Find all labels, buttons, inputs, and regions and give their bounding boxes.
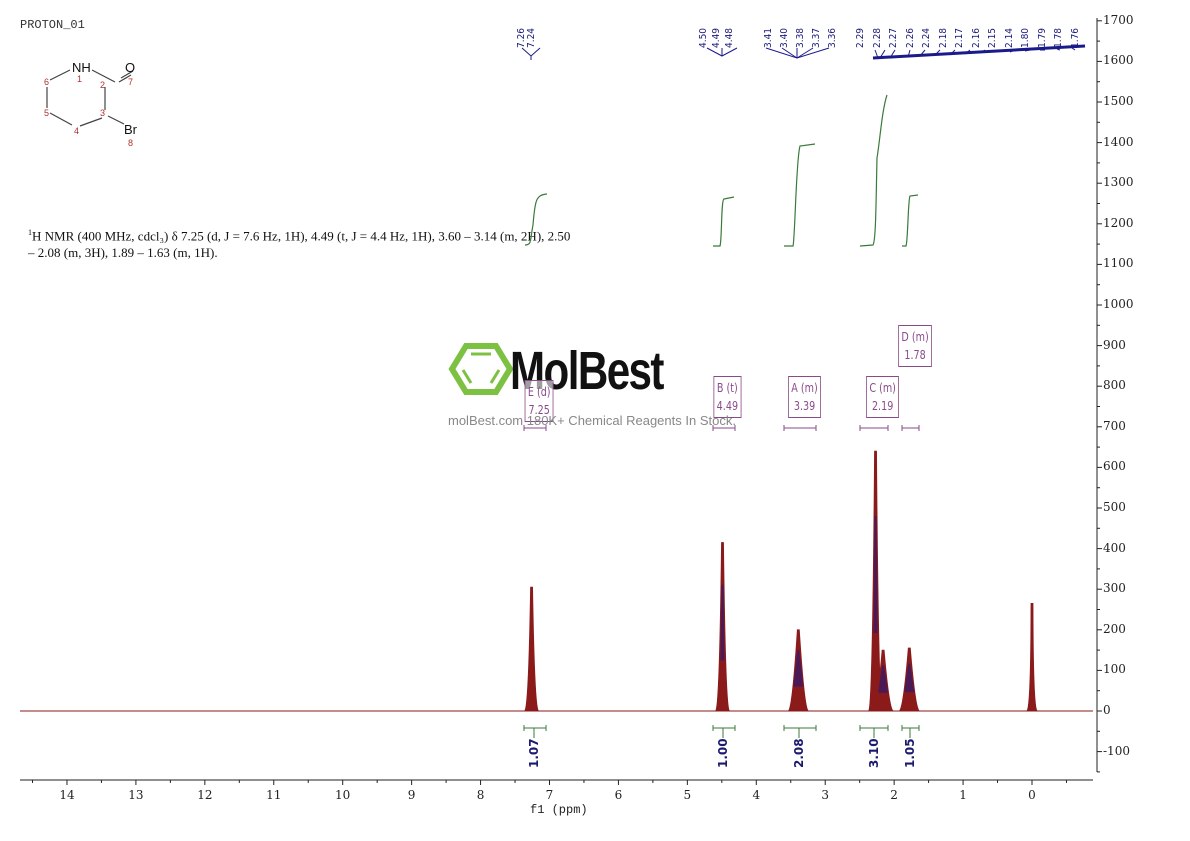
x-tick-label: 5 — [683, 788, 692, 802]
x-tick-label: 4 — [752, 788, 761, 802]
y-tick-label: 700 — [1103, 418, 1126, 433]
peak-shift-label: 2.24 — [921, 27, 932, 48]
svg-text:8: 8 — [128, 138, 133, 148]
y-tick-label: 1300 — [1103, 175, 1134, 190]
multiplet-label-c: C (m) 2.19 — [866, 376, 900, 418]
peak-shift-label: 3.41 — [763, 27, 774, 48]
peak-shift-label: 4.48 — [724, 27, 735, 48]
spectrum-peak — [1025, 603, 1039, 712]
x-tick-label: 8 — [476, 788, 485, 802]
peak-shift-label: 1.79 — [1036, 27, 1048, 48]
y-tick-label: 1500 — [1103, 94, 1134, 108]
spectrum-peak — [523, 586, 540, 712]
molbest-logo-icon — [448, 343, 514, 395]
peak-shift-label: 2.18 — [937, 27, 949, 48]
spectrum-peaks — [523, 450, 1039, 712]
svg-text:5: 5 — [44, 108, 49, 118]
x-tick-label: 11 — [266, 788, 282, 802]
x-axis-title: f1 (ppm) — [530, 803, 588, 817]
peak-shift-label: 3.40 — [779, 27, 790, 48]
multiplet-label-b: B (t) 4.49 — [713, 376, 742, 418]
y-tick-label: 1600 — [1103, 53, 1134, 68]
spectrum-title: PROTON_01 — [20, 18, 85, 32]
multiplet-label-e: E (d) 7.25 — [524, 380, 554, 422]
peak-label-connectors — [521, 47, 886, 60]
peak-shift-label: 3.37 — [811, 27, 822, 48]
x-tick-label: 14 — [59, 788, 75, 802]
y-tick-label: 100 — [1103, 662, 1126, 677]
nh-label: NH — [72, 60, 91, 75]
peak-shift-label: 2.16 — [970, 27, 982, 48]
integral-value: 1.05 — [903, 738, 917, 768]
y-tick-label: 1200 — [1103, 215, 1134, 230]
peak-shift-label: 4.50 — [698, 27, 709, 48]
x-tick-label: 7 — [545, 788, 554, 802]
y-tick-label: 800 — [1103, 378, 1126, 393]
br-label: Br — [124, 122, 138, 137]
y-tick-label: -100 — [1103, 743, 1130, 758]
x-tick-label: 2 — [890, 788, 898, 802]
x-tick-label: 13 — [128, 788, 144, 802]
peak-shift-label: 2.15 — [987, 27, 998, 48]
multiplet-label-a: A (m) 3.39 — [788, 376, 821, 418]
y-tick-label: 200 — [1103, 621, 1126, 636]
integral-value: 1.07 — [527, 738, 541, 768]
svg-text:3: 3 — [100, 108, 105, 118]
multiplet-label-d: D (m) 1.78 — [898, 325, 932, 367]
svg-text:6: 6 — [44, 77, 49, 87]
molecule-structure: NH O Br 1 2 3 4 5 6 7 8 — [44, 60, 138, 148]
x-tick-label: 0 — [1028, 788, 1036, 802]
svg-text:4: 4 — [74, 126, 79, 136]
y-tick-label: 1100 — [1103, 256, 1134, 271]
svg-text:2: 2 — [100, 80, 105, 90]
peak-shift-label: 2.26 — [904, 27, 916, 48]
integral-value: 3.10 — [867, 738, 881, 768]
peak-shift-label: 1.80 — [1020, 27, 1031, 48]
peak-shift-label: 4.49 — [711, 27, 722, 48]
x-tick-label: 3 — [821, 788, 830, 802]
peak-shift-label: 2.27 — [888, 27, 899, 48]
y-tick-label: 600 — [1103, 459, 1126, 474]
svg-text:1: 1 — [77, 74, 82, 84]
nmr-description: 1H NMR (400 MHz, cdcl₃) δ 7.25 (d, J = 7… — [28, 228, 571, 261]
y-tick-label: 500 — [1103, 500, 1126, 514]
x-tick-label: 12 — [197, 788, 213, 802]
svg-text:7: 7 — [128, 77, 133, 87]
peak-shift-label: 3.38 — [795, 27, 806, 48]
integral-value: 2.08 — [792, 738, 806, 768]
x-tick-label: 9 — [407, 788, 416, 802]
y-tick-label: 1700 — [1103, 12, 1134, 27]
watermark-tagline: molBest.com 180K+ Chemical Reagents In S… — [448, 413, 736, 428]
x-tick-label: 10 — [335, 788, 351, 802]
x-tick-label: 6 — [614, 788, 623, 802]
x-tick-label: 1 — [959, 788, 967, 802]
peak-shift-label: 2.17 — [954, 27, 965, 48]
peak-shift-label: 2.14 — [1003, 27, 1015, 48]
peak-shift-label: 3.36 — [827, 27, 838, 48]
y-tick-label: 900 — [1103, 337, 1126, 352]
y-tick-label: 300 — [1103, 581, 1126, 596]
integral-value: 1.00 — [716, 738, 730, 768]
integration-brackets — [523, 725, 920, 738]
y-tick-label: 0 — [1103, 703, 1111, 717]
peak-shift-label: 7.24 — [526, 27, 537, 48]
y-tick-label: 1400 — [1103, 134, 1134, 149]
y-tick-label: 400 — [1103, 540, 1126, 555]
peak-shift-label: 2.29 — [855, 27, 866, 48]
peak-shift-label: 1.78 — [1053, 27, 1064, 48]
peak-shift-label: 1.76 — [1069, 27, 1081, 48]
y-tick-label: 1000 — [1103, 297, 1134, 311]
peak-shift-label: 2.28 — [871, 27, 883, 48]
multiplet-range-brackets — [523, 425, 920, 431]
integral-curves — [524, 94, 919, 247]
o-label: O — [125, 60, 135, 75]
